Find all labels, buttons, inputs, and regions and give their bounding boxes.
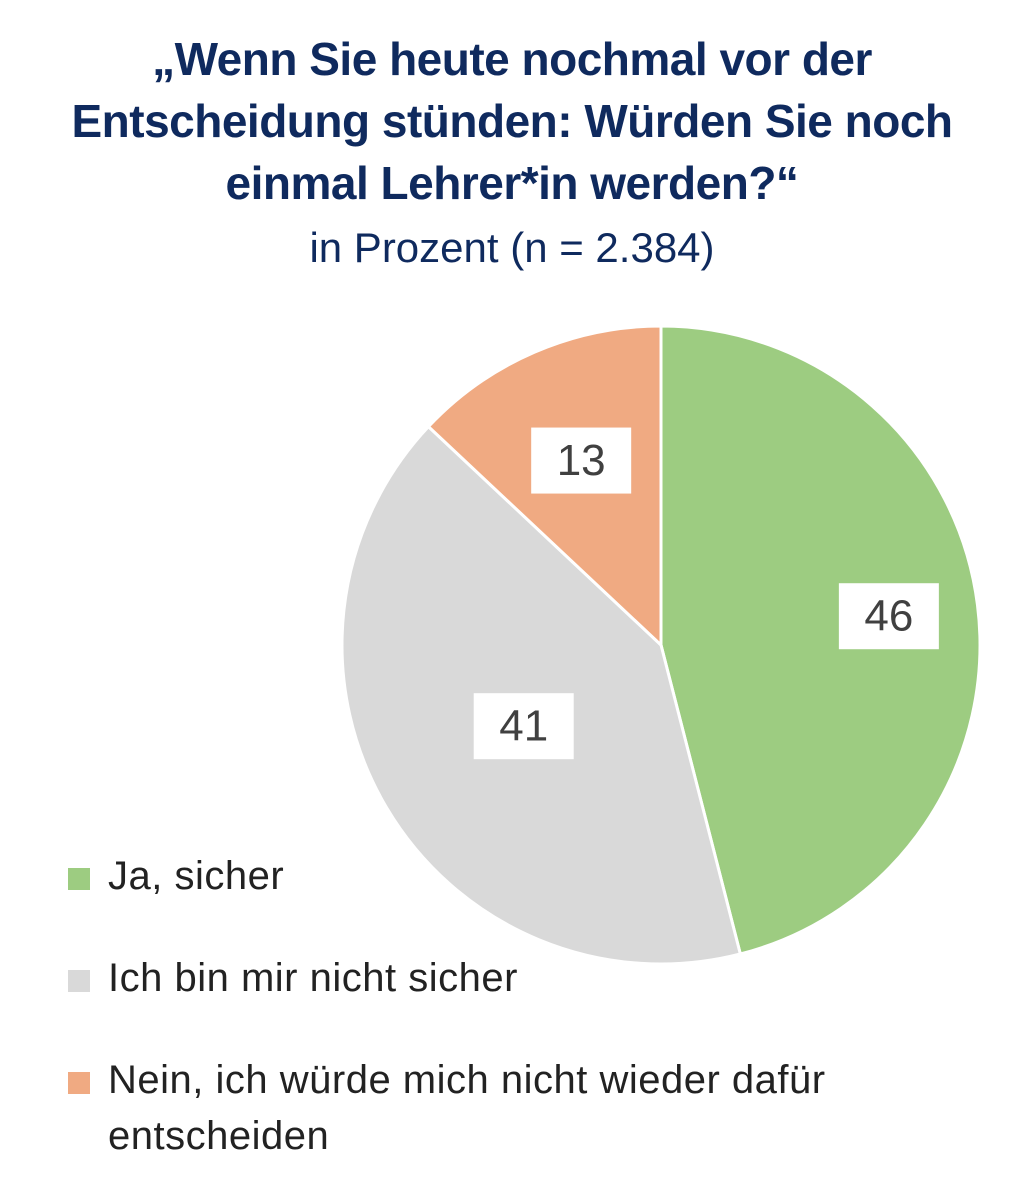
chart-title-line-2: Entscheidung stünden: Würden Sie noch bbox=[71, 95, 953, 147]
data-label-1: 46 bbox=[864, 592, 913, 641]
chart-subtitle: in Prozent (n = 2.384) bbox=[309, 224, 715, 271]
chart-legend: Ja, sicher Ich bin mir nicht sicher Nein… bbox=[68, 848, 968, 1164]
legend-swatch bbox=[68, 868, 90, 890]
data-label-box-2 bbox=[473, 693, 574, 760]
data-label-box-3 bbox=[531, 427, 632, 494]
chart-title-block: „Wenn Sie heute nochmal vor der Entschei… bbox=[0, 28, 1024, 278]
legend-swatch bbox=[68, 1072, 90, 1094]
pie-slice-1 bbox=[659, 324, 982, 956]
legend-label: Ich bin mir nicht sicher bbox=[108, 956, 518, 1000]
data-label-3: 13 bbox=[557, 436, 606, 485]
legend-swatch bbox=[68, 970, 90, 992]
legend-item-nicht-sicher: Ich bin mir nicht sicher bbox=[68, 950, 968, 1006]
legend-label: Ja, sicher bbox=[108, 854, 285, 898]
legend-item-nein: Nein, ich würde mich nicht wieder dafür … bbox=[68, 1052, 968, 1164]
legend-label: Nein, ich würde mich nicht wieder dafür … bbox=[108, 1058, 826, 1158]
data-label-box-1 bbox=[838, 583, 939, 650]
data-label-2: 41 bbox=[499, 702, 548, 751]
legend-item-ja-sicher: Ja, sicher bbox=[68, 848, 968, 904]
chart-title-line-3: einmal Lehrer*in werden?“ bbox=[225, 157, 799, 209]
chart-title-line-1: „Wenn Sie heute nochmal vor der bbox=[152, 33, 872, 85]
